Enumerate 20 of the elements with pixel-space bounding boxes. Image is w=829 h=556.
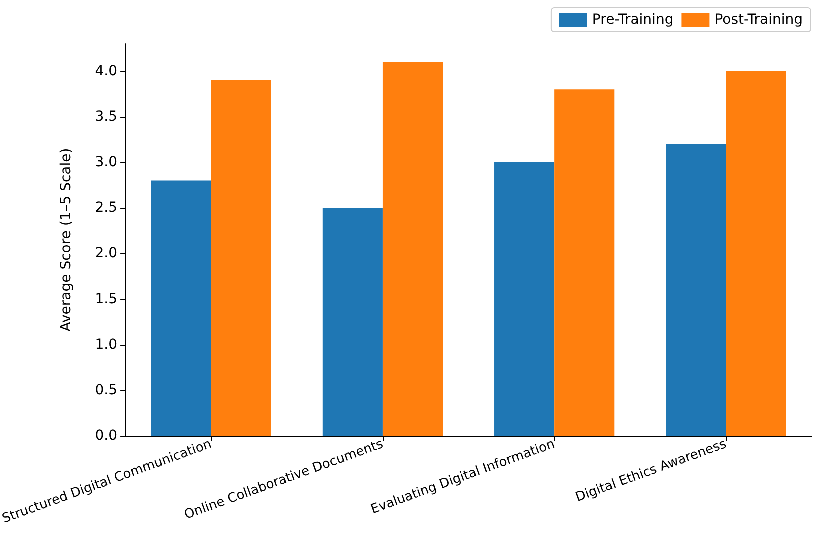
bar <box>666 144 726 436</box>
bar <box>211 80 272 436</box>
y-tick-label: 2.0 <box>95 246 118 262</box>
y-tick-label: 3.0 <box>95 154 118 171</box>
bar <box>151 180 212 436</box>
bar <box>322 208 383 436</box>
legend-label: Post-Training <box>714 12 804 28</box>
bar <box>494 162 555 436</box>
bar <box>726 71 786 436</box>
legend-label: Pre-Training <box>592 12 674 28</box>
y-tick-label: 1.5 <box>95 291 118 308</box>
y-tick-label: 1.0 <box>95 336 118 353</box>
y-tick-label: 2.5 <box>95 200 118 216</box>
y-tick-label: 0.0 <box>95 428 118 444</box>
bar <box>554 90 615 436</box>
y-axis-title: Average Score (1–5 Scale) <box>58 148 75 332</box>
y-tick-label: 0.5 <box>95 382 118 398</box>
y-tick-label: 4.0 <box>95 63 118 80</box>
y-tick-label: 3.5 <box>95 108 118 125</box>
bar <box>382 62 444 436</box>
